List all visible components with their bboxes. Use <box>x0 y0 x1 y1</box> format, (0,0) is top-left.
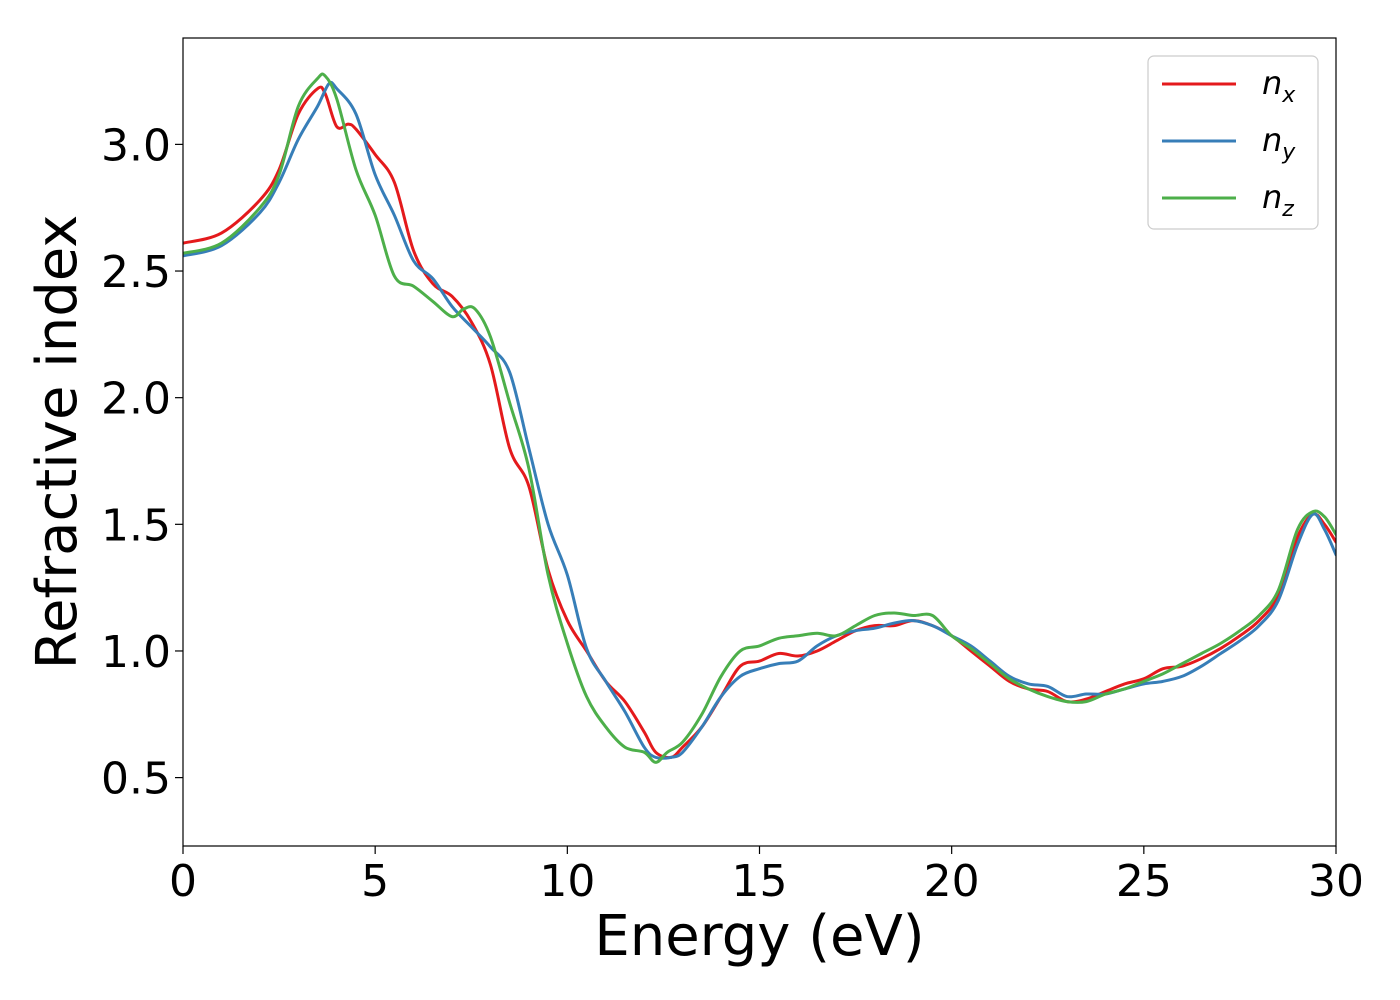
x-tick-label: 10 <box>539 856 595 907</box>
y-tick-label: 2.5 <box>101 247 171 298</box>
series-layer <box>183 72 1336 764</box>
y-tick-label: 1.0 <box>101 627 171 678</box>
x-tick-label: 30 <box>1308 856 1364 907</box>
legend-label-x: nx <box>1262 64 1296 108</box>
legend: nx ny nz <box>1147 55 1319 230</box>
legend-label-z: nz <box>1262 178 1294 222</box>
x-axis-label: Energy (eV) <box>594 904 924 969</box>
y-tick-label: 3.0 <box>101 120 171 171</box>
series-line-x <box>183 85 1336 760</box>
x-tick-label: 5 <box>361 856 389 907</box>
ticks-layer: 0 5 10 15 20 25 30 0.5 1.0 1.5 2.0 2.5 3.0 <box>101 120 1364 907</box>
series-line-z <box>183 72 1336 764</box>
y-tick-label: 2.0 <box>101 374 171 425</box>
x-tick-label: 25 <box>1116 856 1172 907</box>
legend-label-y: ny <box>1262 121 1296 165</box>
y-axis-label: Refractive index <box>25 215 90 670</box>
series-line-y <box>183 80 1336 760</box>
y-tick-label: 0.5 <box>101 754 171 805</box>
y-tick-label: 1.5 <box>101 500 171 551</box>
x-tick-label: 0 <box>169 856 197 907</box>
x-tick-label: 20 <box>924 856 980 907</box>
x-tick-label: 15 <box>732 856 788 907</box>
